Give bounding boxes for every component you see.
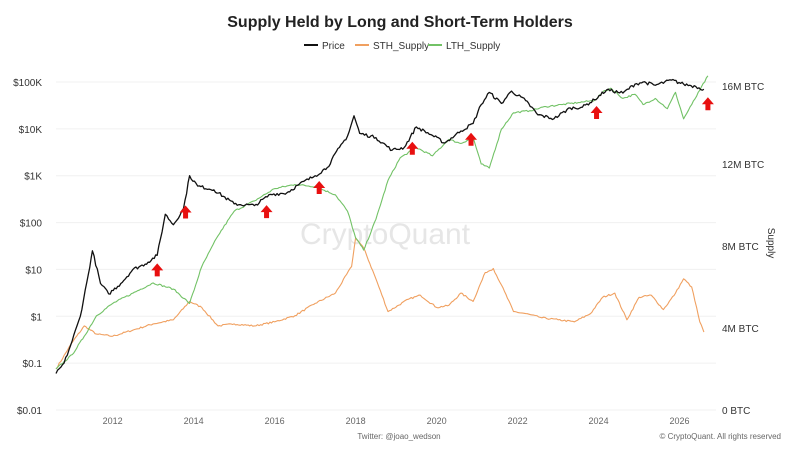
x-tick-label: 2012 xyxy=(103,416,123,426)
y-left-tick-label: $0.01 xyxy=(17,406,42,417)
series-line-sth-supply xyxy=(55,237,705,370)
footer-copyright: © CryptoQuant. All rights reserved xyxy=(660,432,782,441)
y-left-tick-label: $10 xyxy=(25,265,42,276)
legend-label-sth: STH_Supply xyxy=(373,41,429,52)
up-arrow-icon xyxy=(590,106,603,120)
gridlines xyxy=(56,81,716,411)
y-left-tick-label: $1K xyxy=(24,172,42,183)
up-arrow-icon xyxy=(406,141,419,155)
y-right-tick-label: 0 BTC xyxy=(722,406,750,417)
legend[interactable]: Price STH_Supply LTH_Supply xyxy=(304,41,500,52)
up-arrow-icon xyxy=(313,180,326,194)
y-left-tick-label: $100 xyxy=(20,219,43,230)
x-tick-label: 2026 xyxy=(670,416,690,426)
footer-credit: Twitter: @joao_wedson xyxy=(357,432,440,441)
y-right-tick-label: 16M BTC xyxy=(722,82,764,93)
y-axis-right-title: Supply xyxy=(765,228,776,259)
y-axis-right: 16M BTC 12M BTC 8M BTC 4M BTC 0 BTC xyxy=(722,82,764,417)
chart-title: Supply Held by Long and Short-Term Holde… xyxy=(227,14,573,31)
y-left-tick-label: $10K xyxy=(19,125,43,136)
watermark: CryptoQuant xyxy=(300,218,471,251)
up-arrow-icon xyxy=(151,263,164,277)
y-right-tick-label: 4M BTC xyxy=(722,324,759,335)
series-line-price xyxy=(55,78,705,374)
y-right-tick-label: 8M BTC xyxy=(722,242,759,253)
x-tick-label: 2016 xyxy=(265,416,285,426)
up-arrow-icon xyxy=(179,205,192,219)
x-tick-label: 2020 xyxy=(427,416,447,426)
x-tick-label: 2014 xyxy=(184,416,204,426)
y-axis-left: $100K $10K $1K $100 $10 $1 $0.1 $0.01 xyxy=(13,78,42,417)
series-lines xyxy=(55,75,709,374)
up-arrow-icon xyxy=(701,97,714,111)
x-tick-label: 2024 xyxy=(589,416,609,426)
up-arrow-icon xyxy=(465,132,478,146)
y-right-tick-label: 12M BTC xyxy=(722,160,764,171)
x-tick-label: 2022 xyxy=(508,416,528,426)
y-left-tick-label: $1 xyxy=(31,312,43,323)
y-left-tick-label: $100K xyxy=(13,78,42,89)
y-left-tick-label: $0.1 xyxy=(23,359,43,370)
x-axis: 2012 2014 2016 2018 2020 2022 2024 2026 xyxy=(103,416,690,426)
arrow-annotations xyxy=(151,97,714,277)
legend-label-lth: LTH_Supply xyxy=(446,41,500,52)
up-arrow-icon xyxy=(260,205,273,219)
x-tick-label: 2018 xyxy=(346,416,366,426)
legend-label-price: Price xyxy=(322,41,345,52)
